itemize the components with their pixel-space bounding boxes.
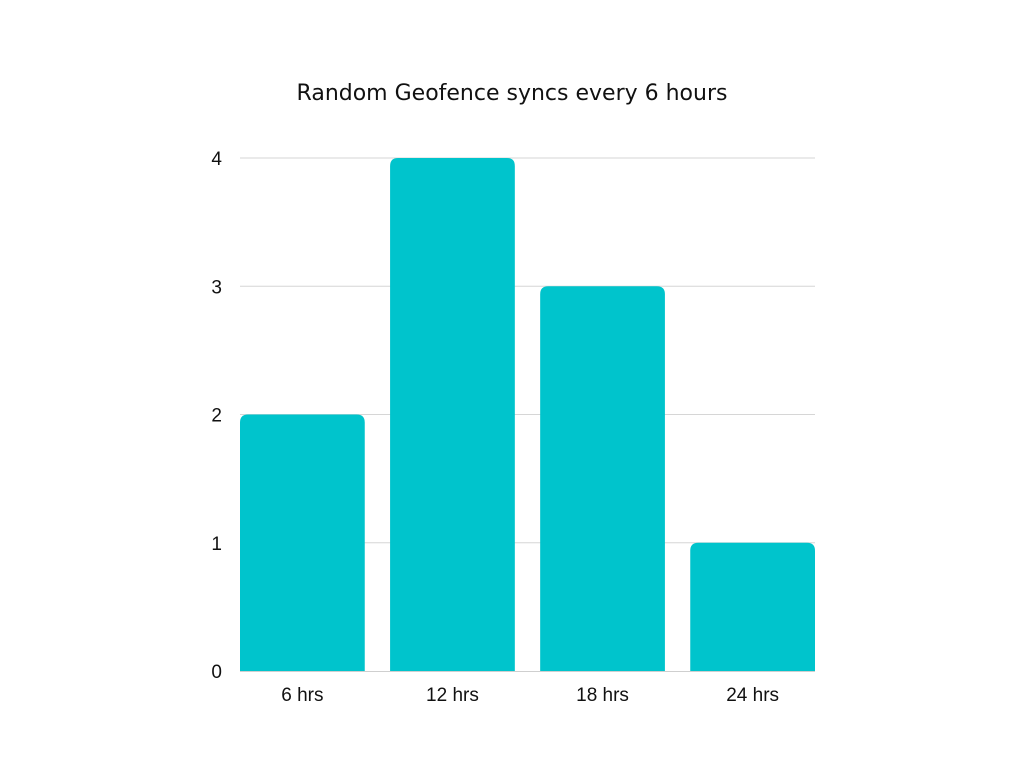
x-axis-ticks: 6 hrs 12 hrs 18 hrs 24 hrs	[281, 685, 779, 706]
x-tick-label: 18 hrs	[576, 685, 629, 706]
x-tick-label: 12 hrs	[426, 685, 479, 706]
y-tick-label: 2	[211, 406, 222, 427]
bar-24-hrs	[690, 542, 815, 671]
bar-6-hrs	[240, 414, 365, 671]
chart-title: Random Geofence syncs every 6 hours	[297, 81, 728, 106]
x-tick-label: 6 hrs	[281, 685, 323, 706]
x-tick-label: 24 hrs	[726, 685, 779, 706]
bars	[240, 158, 815, 671]
bar-18-hrs	[540, 286, 665, 671]
y-tick-label: 1	[211, 534, 222, 555]
y-tick-label: 4	[211, 149, 222, 170]
bar-12-hrs	[390, 158, 515, 671]
y-tick-label: 0	[211, 662, 222, 683]
y-tick-label: 3	[211, 277, 222, 298]
y-axis-ticks: 0 1 2 3 4	[211, 149, 222, 683]
